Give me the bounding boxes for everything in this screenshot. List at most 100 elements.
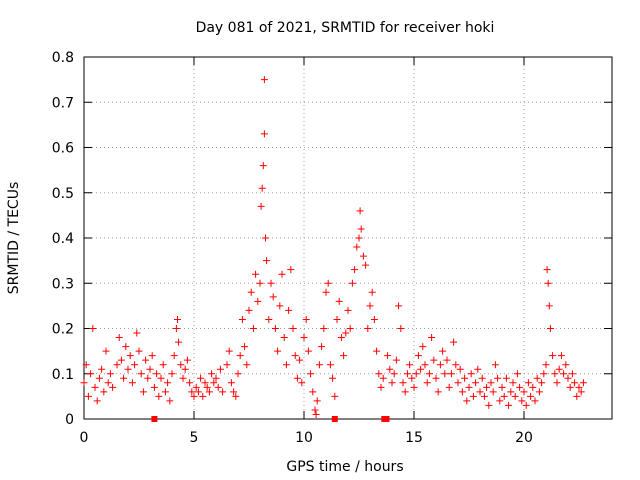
data-point [560, 370, 568, 378]
data-point [225, 347, 233, 355]
data-point [205, 388, 213, 396]
data-point [302, 315, 310, 323]
data-point [313, 397, 321, 405]
data-point [234, 370, 242, 378]
data-point [164, 379, 172, 387]
data-point [262, 234, 269, 242]
data-point [575, 383, 583, 391]
data-point [478, 374, 486, 382]
data-point [148, 352, 156, 360]
data-point [267, 279, 275, 287]
data-point [412, 370, 420, 378]
data-point [249, 325, 257, 332]
data-point [513, 370, 521, 378]
data-point [436, 361, 444, 369]
data-point [568, 370, 576, 378]
data-point [344, 306, 352, 314]
data-point [417, 365, 425, 373]
data-point [241, 343, 249, 351]
data-point [263, 257, 271, 265]
data-point [450, 338, 458, 346]
data-point [443, 356, 451, 364]
data-point [414, 352, 422, 360]
data-point [337, 334, 345, 342]
data-point [340, 352, 348, 360]
data-point [113, 361, 121, 369]
data-point [144, 374, 152, 382]
data-point [531, 397, 539, 405]
data-point [491, 361, 499, 369]
data-point [356, 207, 364, 215]
data-point [100, 388, 108, 396]
data-point [496, 397, 504, 405]
data-point [357, 225, 365, 233]
data-point [133, 329, 141, 337]
data-point [458, 388, 466, 396]
y-tick-label: 0.5 [52, 186, 74, 202]
data-point [146, 365, 154, 373]
x-axis-label: GPS time / hours [286, 459, 403, 475]
data-point [359, 252, 367, 260]
data-point [386, 365, 394, 373]
data-point [190, 392, 198, 400]
data-point [370, 315, 378, 323]
data-point [172, 325, 180, 332]
data-point [161, 388, 169, 396]
data-point [311, 406, 319, 414]
data-point [454, 379, 462, 387]
data-point [91, 383, 99, 391]
data-point [390, 370, 398, 378]
data-point [425, 370, 433, 378]
data-point [502, 374, 510, 382]
data-point [216, 365, 224, 373]
data-point [106, 370, 114, 378]
data-point [135, 347, 143, 355]
data-point [403, 370, 411, 378]
data-point [285, 306, 293, 314]
data-point [467, 370, 475, 378]
data-point [318, 343, 326, 351]
data-point [102, 347, 110, 355]
data-point [480, 392, 488, 400]
data-point [115, 334, 123, 342]
data-point [168, 370, 176, 378]
data-point [428, 334, 436, 342]
data-point [573, 392, 581, 400]
data-point [139, 388, 147, 396]
data-point [410, 383, 418, 391]
data-point [269, 293, 277, 301]
data-points [80, 76, 587, 418]
x-tick-label: 10 [295, 430, 313, 446]
data-point [128, 379, 136, 387]
data-point [80, 379, 88, 387]
data-point [210, 379, 218, 387]
data-point [430, 356, 438, 364]
data-point [326, 361, 334, 369]
data-point [463, 397, 471, 405]
data-point [232, 392, 240, 400]
data-point [166, 397, 174, 405]
data-point [579, 379, 587, 387]
data-point [197, 374, 205, 382]
data-point [540, 370, 548, 378]
data-point [346, 325, 354, 332]
data-point [366, 302, 374, 310]
data-point [342, 329, 350, 337]
data-point [312, 410, 320, 418]
data-point [298, 379, 306, 387]
data-point [181, 365, 189, 373]
data-point [194, 388, 202, 396]
data-point [89, 325, 97, 332]
data-point [315, 361, 323, 369]
data-point [571, 379, 579, 387]
axis-ticks: 0 0.1 0.2 0.3 0.4 0.5 0.6 0.7 0.8 0 5 10 15 20 [52, 50, 612, 446]
data-point [535, 388, 543, 396]
data-point [544, 279, 552, 287]
data-point [260, 76, 268, 84]
data-point [445, 383, 453, 391]
data-point [500, 392, 508, 400]
axis-marker [331, 416, 338, 422]
y-tick-label: 0.4 [52, 231, 74, 247]
data-point [109, 383, 117, 391]
data-point [293, 374, 301, 382]
